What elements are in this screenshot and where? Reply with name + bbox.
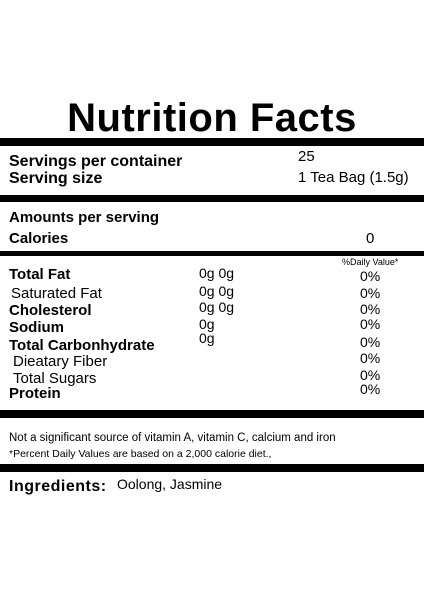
nutrient-dv-dietary-fiber: 0% xyxy=(360,350,381,366)
serving-size-value: 1 Tea Bag (1.5g) xyxy=(298,169,409,186)
nutrient-amount-saturated-fat: 0g 0g xyxy=(199,283,235,299)
serving-size-label: Serving size xyxy=(9,170,103,187)
thick-divider-bottom xyxy=(0,464,424,472)
nutrient-name-sodium: Sodium xyxy=(9,319,64,336)
nutrient-name-cholesterol: Cholesterol xyxy=(9,302,92,319)
nutrient-name-protein: Protein xyxy=(9,385,61,402)
thick-divider-serving xyxy=(0,195,424,202)
nutrient-name-total-sugars: Total Sugars xyxy=(13,370,97,387)
nutrient-dv-total-carbonhydrate: 0% xyxy=(360,334,381,350)
nutrient-dv-saturated-fat: 0% xyxy=(360,285,381,301)
label-title: Nutrition Facts xyxy=(67,96,357,140)
nutrient-name-total-carbonhydrate: Total Carbonhydrate xyxy=(9,337,155,354)
nutrient-dv-cholesterol: 0% xyxy=(360,301,381,317)
nutrient-dv-protein: 0% xyxy=(360,381,381,397)
daily-value-header: %Daily Value* xyxy=(342,257,399,267)
nutrient-dv-total-fat: 0% xyxy=(360,268,381,284)
amounts-label: Amounts per serving xyxy=(9,209,160,226)
nutrient-amount-total-fat: 0g 0g xyxy=(199,265,235,281)
nutrient-amount-sodium: 0g xyxy=(199,316,215,332)
nutrient-dv-total-sugars: 0% xyxy=(360,367,381,383)
calories-value: 0 xyxy=(366,230,375,247)
nutrient-amount-cholesterol: 0g 0g xyxy=(199,299,235,315)
footnote-vitamins: Not a significant source of vitamin A, v… xyxy=(9,432,336,444)
servings-value: 25 xyxy=(298,148,315,165)
nutrient-amount-total-carbonhydrate: 0g xyxy=(199,330,215,346)
footnote-daily-values: *Percent Daily Values are based on a 2,0… xyxy=(9,448,272,460)
medium-divider xyxy=(0,251,424,256)
nutrient-name-saturated-fat: Saturated Fat xyxy=(11,285,102,302)
nutrient-dv-sodium: 0% xyxy=(360,316,381,332)
ingredients-label: Ingredients: xyxy=(9,478,107,495)
ingredients-value: Oolong, Jasmine xyxy=(117,476,223,492)
thick-divider-nutrients xyxy=(0,410,424,418)
calories-label: Calories xyxy=(9,230,69,247)
thick-divider-top xyxy=(0,138,424,146)
servings-label: Servings per container xyxy=(9,153,183,170)
nutrient-name-dietary-fiber: Dieatary Fiber xyxy=(13,353,108,370)
nutrient-name-total-fat: Total Fat xyxy=(9,266,71,283)
